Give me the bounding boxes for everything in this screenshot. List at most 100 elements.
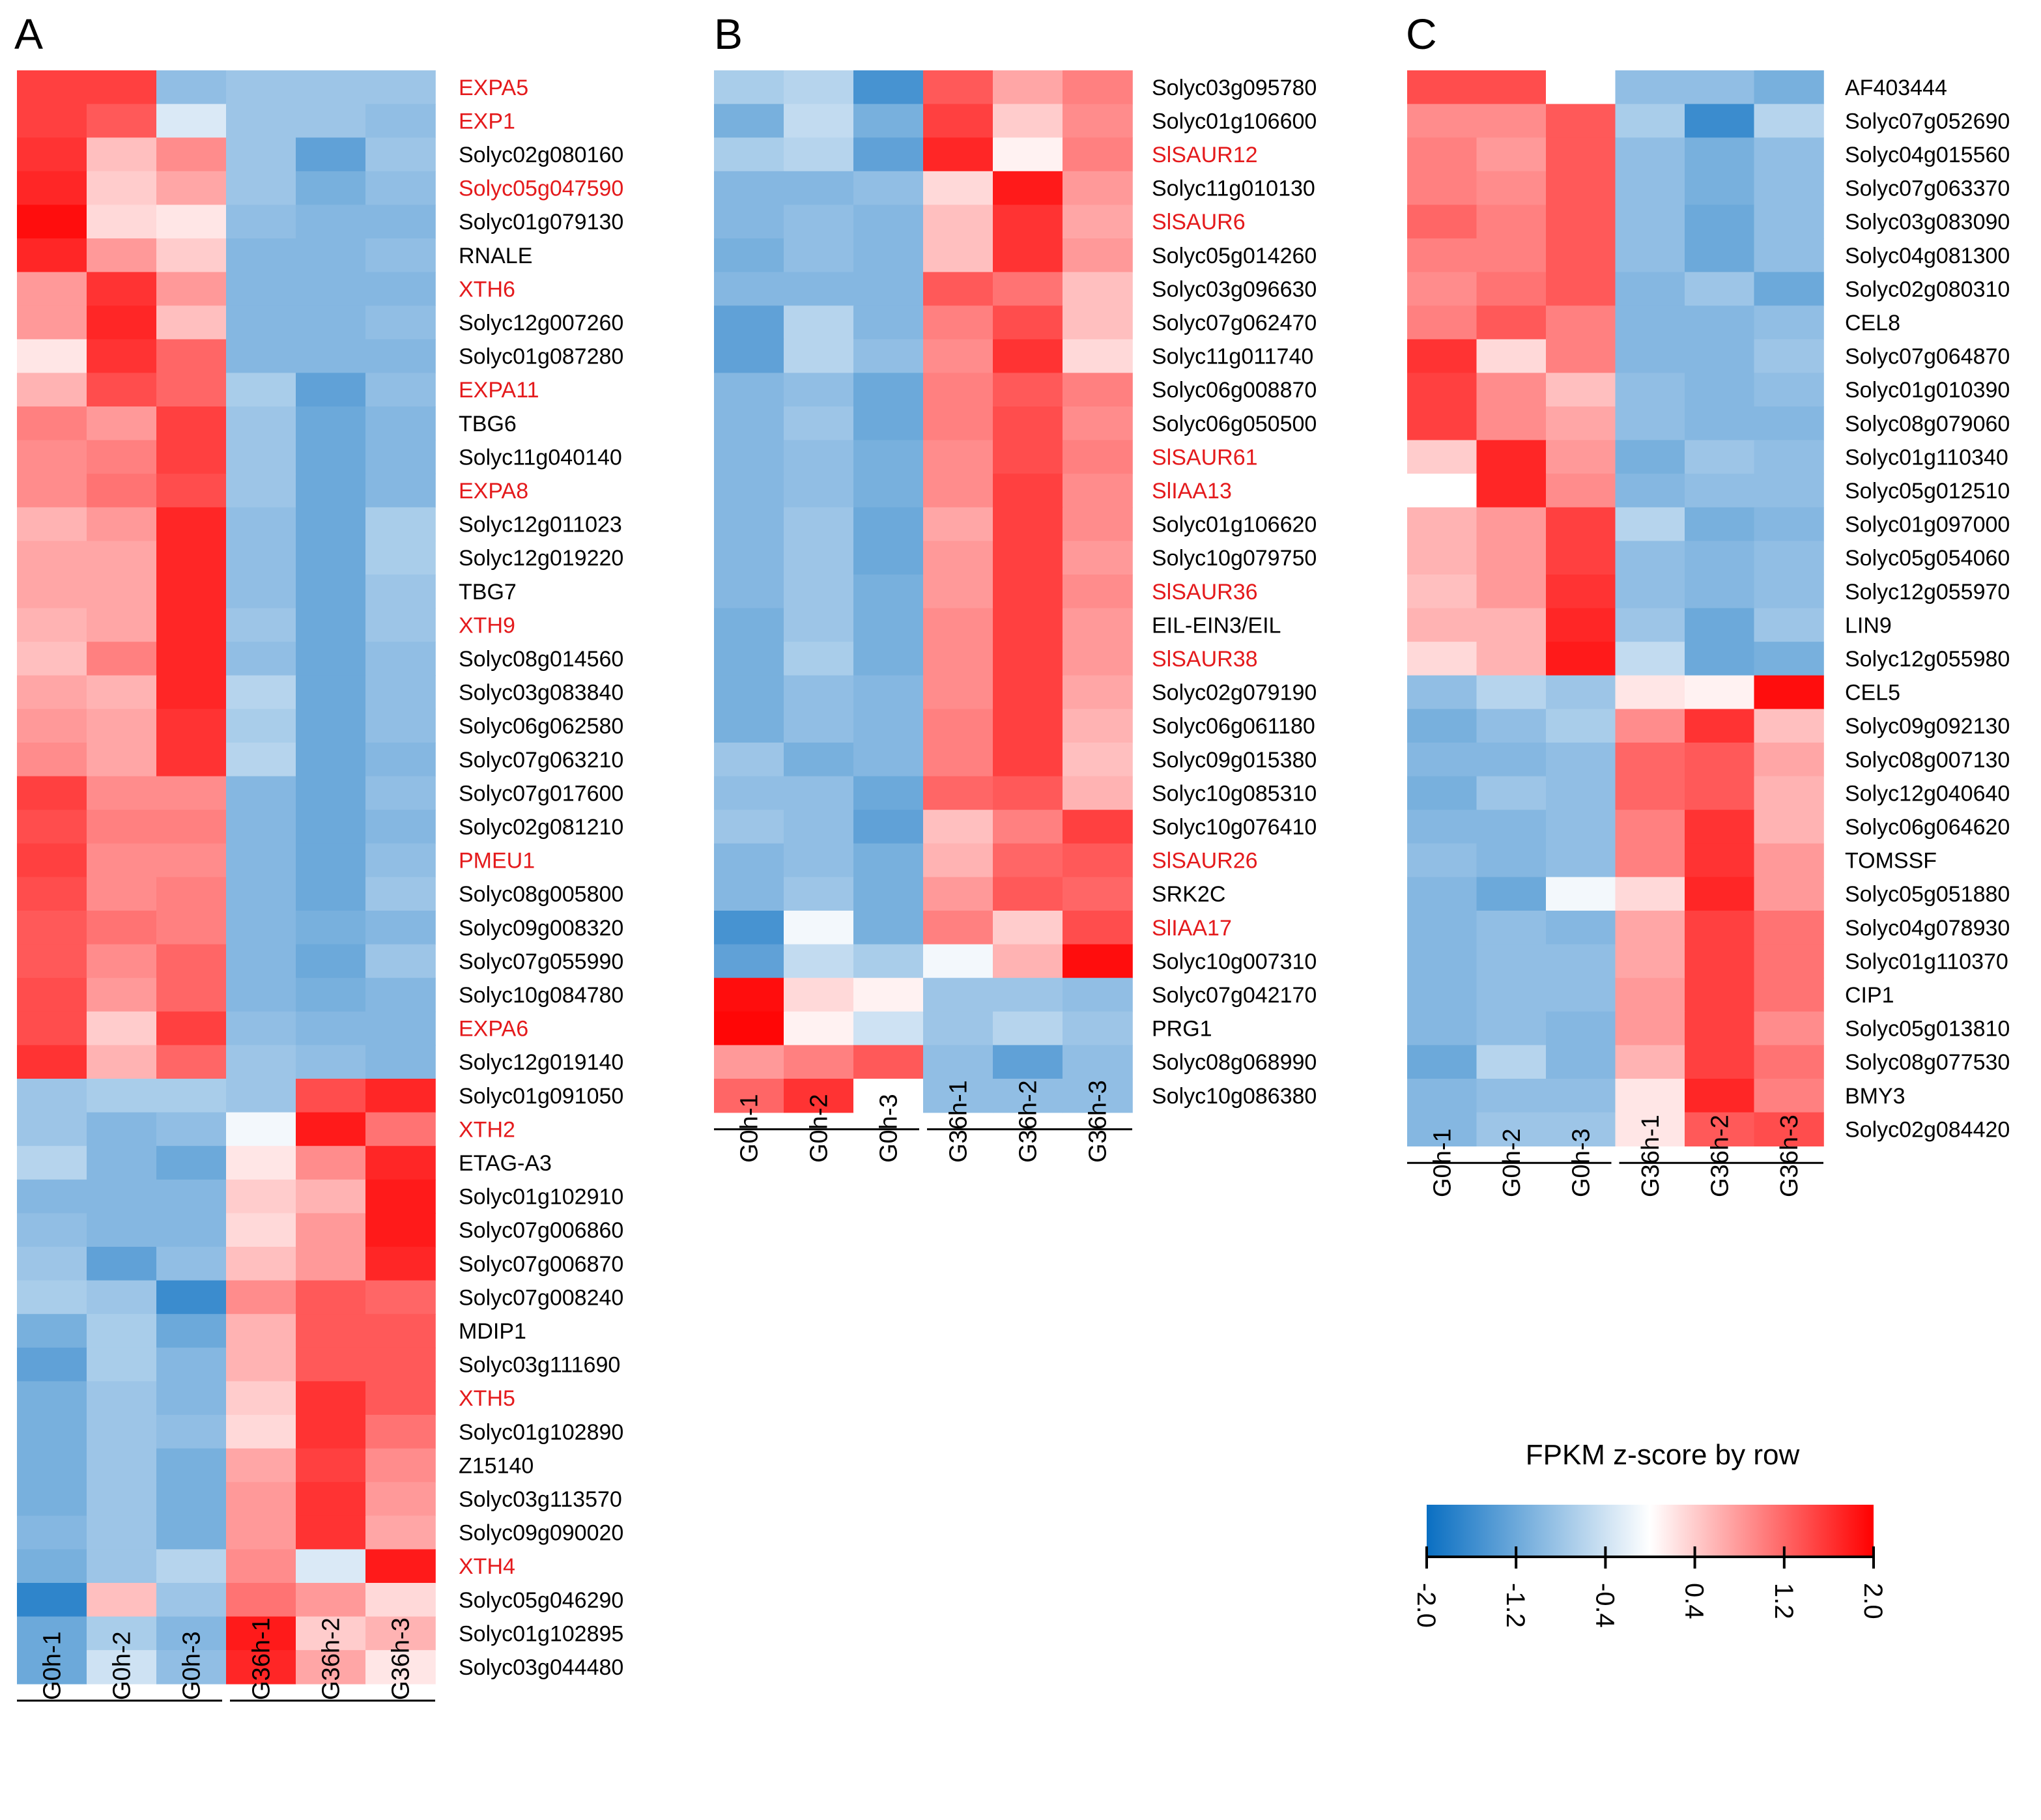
heatmap-cell [1615, 1045, 1685, 1079]
heatmap-cell [296, 1650, 366, 1685]
heatmap-cell [714, 272, 784, 306]
heatmap-cell [1063, 306, 1133, 340]
heatmap-cell [156, 1448, 227, 1483]
gene-label: Solyc12g055970 [1845, 580, 2010, 604]
heatmap-cell [156, 1549, 227, 1584]
heatmap-cell [87, 944, 157, 978]
heatmap-cell [714, 339, 784, 374]
heatmap-cell [853, 1011, 924, 1046]
heatmap-cell [714, 944, 784, 978]
heatmap-cell [1063, 743, 1133, 777]
heatmap-cell [296, 406, 366, 441]
heatmap-cell [87, 608, 157, 642]
gene-label: Solyc07g055990 [459, 949, 623, 974]
gene-label: Solyc07g063210 [459, 748, 623, 773]
gene-label: Solyc09g015380 [1152, 748, 1317, 773]
heatmap-cell [1546, 205, 1616, 239]
heatmap-cell [156, 1280, 227, 1315]
column-label: G0h-1 [736, 1094, 764, 1163]
heatmap-cell [226, 507, 296, 542]
heatmap-cell [1407, 608, 1477, 642]
heatmap-cell [87, 1415, 157, 1449]
heatmap-cell [923, 205, 993, 239]
heatmap-cell [1407, 406, 1477, 441]
heatmap-cell [1615, 238, 1685, 273]
heatmap-cell [1615, 944, 1685, 978]
heatmap-cell [296, 1179, 366, 1214]
heatmap-cell [156, 743, 227, 777]
heatmap-cell [1685, 709, 1755, 743]
heatmap-cell [156, 1146, 227, 1180]
heatmap-cell [17, 608, 87, 642]
heatmap-cell [156, 1314, 227, 1348]
heatmap-cell [1063, 776, 1133, 810]
heatmap-cell [1063, 843, 1133, 878]
heatmap-cell [87, 1247, 157, 1281]
gene-label: Solyc04g015560 [1845, 143, 2010, 167]
heatmap-cell [1754, 1112, 1824, 1146]
heatmap-cell [853, 675, 924, 710]
gene-label: Solyc01g087280 [459, 345, 623, 369]
heatmap-cell [853, 373, 924, 407]
heatmap-cell [1615, 205, 1685, 239]
gene-label: Solyc08g068990 [1152, 1050, 1317, 1075]
heatmap-cell [923, 339, 993, 374]
heatmap-cell [296, 1247, 366, 1281]
legend-ticks: -2.0 -1.2 -0.4 0.4 1.2 2.0 [1412, 1546, 1887, 1628]
heatmap-cell [87, 1448, 157, 1483]
heatmap-cell [365, 1179, 436, 1214]
heatmap-cell [1546, 406, 1616, 441]
heatmap-cell [226, 1549, 296, 1584]
heatmap-cell [784, 608, 854, 642]
heatmap-cell [1063, 373, 1133, 407]
heatmap-cell [296, 575, 366, 609]
heatmap-cell [1685, 171, 1755, 206]
heatmap-cell [365, 911, 436, 945]
heatmap-cell [1407, 978, 1477, 1012]
heatmap-cell [156, 1213, 227, 1247]
heatmap-cell [226, 675, 296, 710]
heatmap-cell [714, 877, 784, 911]
heatmap-cell [156, 810, 227, 844]
heatmap-cell [17, 541, 87, 575]
heatmap-cell [17, 1179, 87, 1214]
heatmap-cell [1754, 843, 1824, 878]
heatmap-cell [1685, 406, 1755, 441]
heatmap-cell [1754, 675, 1824, 710]
heatmap-cell [1546, 743, 1616, 777]
heatmap-cell [1754, 171, 1824, 206]
heatmap-cell [296, 1146, 366, 1180]
heatmap-cell [1546, 776, 1616, 810]
heatmap-cell [714, 743, 784, 777]
heatmap-cell [296, 1549, 366, 1584]
column-label: G0h-1 [39, 1631, 66, 1700]
heatmap-cell [1685, 70, 1755, 105]
heatmap-cell [87, 709, 157, 743]
heatmap-cell [1754, 608, 1824, 642]
heatmap-cell [1546, 238, 1616, 273]
heatmap-cell [1685, 642, 1755, 676]
column-label: G36h-3 [388, 1617, 415, 1700]
heatmap-cell [1476, 137, 1547, 172]
heatmap-cell [1407, 541, 1477, 575]
heatmap-cell [1615, 1112, 1685, 1146]
heatmap-cell [156, 137, 227, 172]
heatmap-cell [156, 843, 227, 878]
heatmap-cell [1685, 272, 1755, 306]
heatmap-cell [1546, 272, 1616, 306]
legend-tick-label: 1.2 [1769, 1583, 1798, 1619]
legend-title: FPKM z-score by row [1526, 1439, 1800, 1471]
heatmap-cell [226, 810, 296, 844]
heatmap-cell [17, 843, 87, 878]
gene-label: Solyc09g090020 [459, 1521, 623, 1546]
heatmap-cell [365, 608, 436, 642]
heatmap-cell [784, 205, 854, 239]
heatmap-cell [993, 474, 1063, 508]
gene-label: CIP1 [1845, 983, 1894, 1008]
heatmap-cell [784, 104, 854, 138]
gene-label: Solyc03g083090 [1845, 210, 2010, 235]
heatmap-cell [1615, 70, 1685, 105]
heatmap-cell [296, 1448, 366, 1483]
heatmap-cell [226, 776, 296, 810]
heatmap-cell [296, 104, 366, 138]
